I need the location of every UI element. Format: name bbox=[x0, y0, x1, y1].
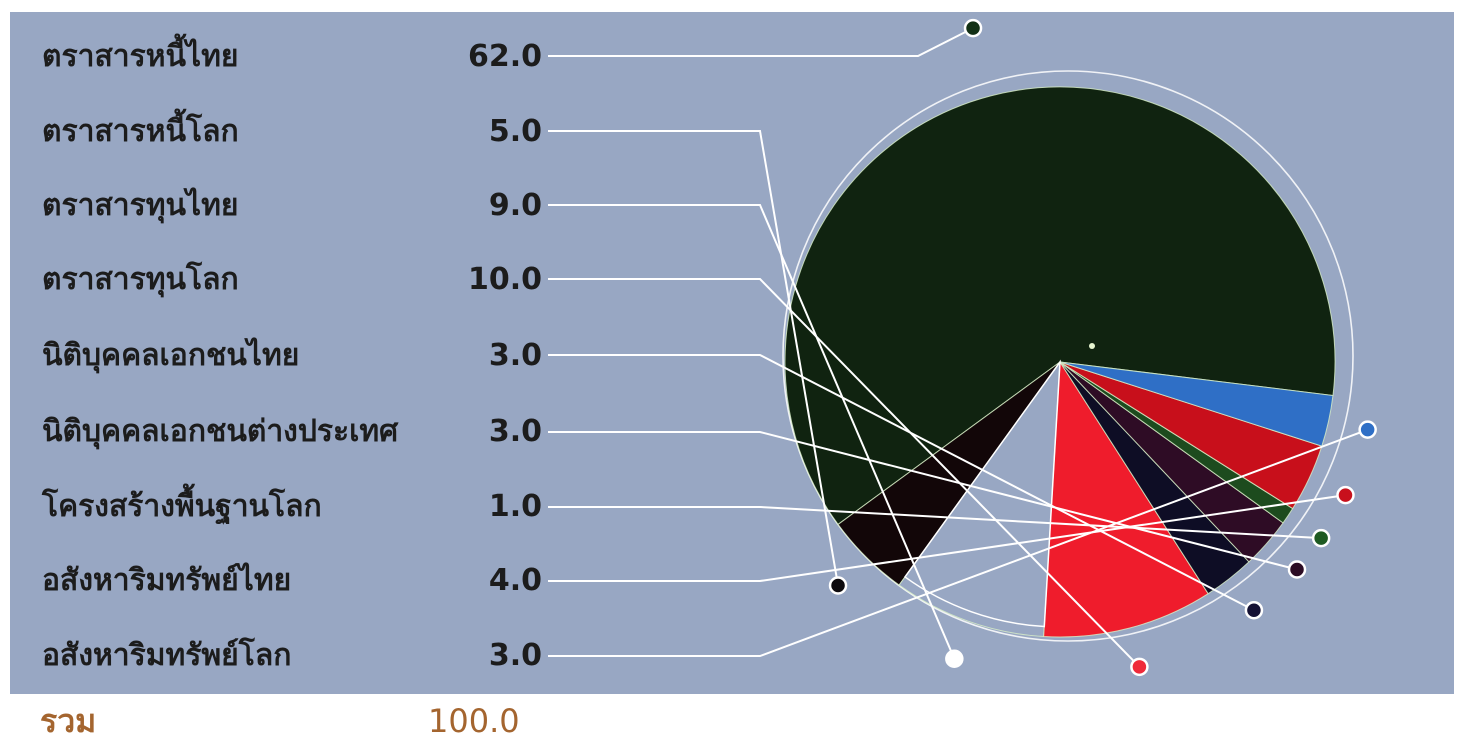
pie-slice-thai-equity bbox=[898, 360, 1061, 638]
slice-marker-thai-bonds bbox=[963, 18, 983, 38]
leader-line-global-equity bbox=[548, 278, 1141, 668]
value-label-thai-bonds: 62.0 bbox=[467, 39, 542, 74]
legend-label-thai-bonds: ตราสารหนี้ไทย bbox=[42, 39, 239, 74]
pie-center-point bbox=[1089, 343, 1095, 349]
legend-label-thai-equity: ตราสารทุนไทย bbox=[42, 188, 239, 223]
slice-marker-global-bonds bbox=[828, 576, 848, 595]
legend-label-global-bonds: ตราสารหนี้โลก bbox=[42, 114, 239, 149]
value-label-global-infrastructure: 1.0 bbox=[488, 489, 542, 524]
slice-marker-foreign-corporate bbox=[1287, 560, 1307, 579]
legend-label-global-infrastructure: โครงสร้างพื้นฐานโลก bbox=[42, 489, 322, 524]
leader-line-thai-real-estate bbox=[548, 494, 1346, 582]
value-label-global-equity: 10.0 bbox=[467, 262, 542, 297]
pie-slice-global-equity bbox=[1043, 360, 1209, 638]
legend-label-global-equity: ตราสารทุนโลก bbox=[42, 262, 239, 297]
slice-marker-thai-corporate bbox=[1244, 600, 1264, 620]
leader-line-global-real-estate bbox=[548, 428, 1369, 657]
total-value: 100.0 bbox=[428, 702, 520, 740]
value-label-thai-corporate: 3.0 bbox=[488, 338, 542, 373]
slice-marker-global-infrastructure bbox=[1311, 528, 1331, 548]
legend-label-foreign-corporate: นิติบุคคลเอกชนต่างประเทศ bbox=[42, 414, 399, 449]
legend-label-thai-corporate: นิติบุคคลเอกชนไทย bbox=[42, 338, 300, 373]
slice-marker-thai-real-estate bbox=[1336, 485, 1355, 505]
slice-marker-global-real-estate bbox=[1358, 420, 1377, 439]
value-label-global-bonds: 5.0 bbox=[488, 114, 542, 149]
value-label-thai-equity: 9.0 bbox=[488, 188, 542, 223]
pie-slice-thai-bonds bbox=[784, 86, 1336, 526]
legend-label-global-real-estate: อสังหาริมทรัพย์โลก bbox=[42, 638, 292, 673]
value-label-global-real-estate: 3.0 bbox=[488, 638, 542, 673]
leader-line-global-infrastructure bbox=[548, 506, 1322, 540]
leader-line-global-bonds bbox=[548, 130, 840, 586]
slice-marker-global-equity bbox=[1130, 657, 1149, 677]
leader-line-thai-equity bbox=[548, 204, 956, 660]
value-label-foreign-corporate: 3.0 bbox=[488, 414, 542, 449]
total-label: รวม bbox=[40, 702, 97, 740]
slice-marker-thai-equity bbox=[945, 649, 964, 668]
legend-label-thai-real-estate: อสังหาริมทรัพย์ไทย bbox=[42, 563, 292, 598]
pie-slice-outline-thai-equity bbox=[903, 359, 1061, 628]
leader-line-thai-bonds bbox=[548, 27, 974, 57]
outer-ring bbox=[782, 70, 1354, 642]
value-label-thai-real-estate: 4.0 bbox=[488, 563, 542, 598]
